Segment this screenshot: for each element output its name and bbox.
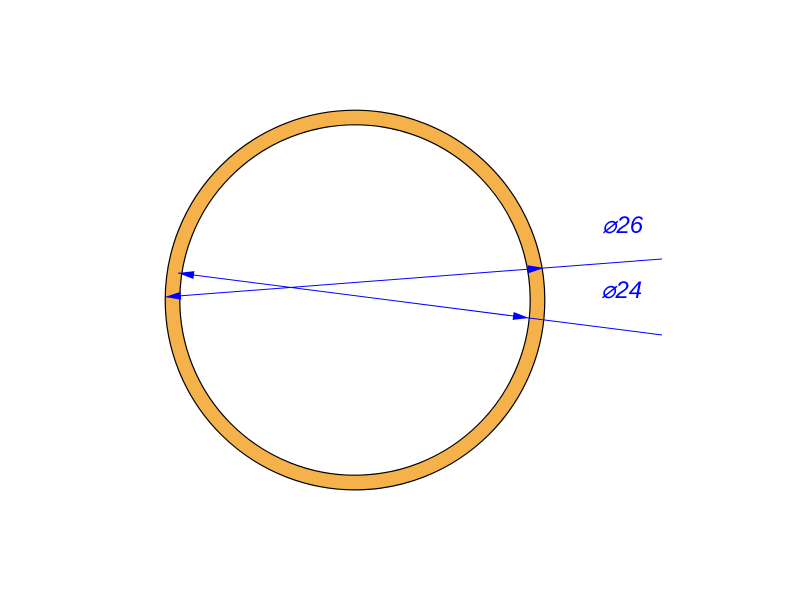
dimension-label-inner: ⌀24 <box>601 277 642 304</box>
dimension-line-inner <box>178 273 662 335</box>
drawing-canvas: ⌀26 ⌀24 <box>0 0 800 600</box>
dimension-label-outer: ⌀26 <box>602 212 644 239</box>
dimension-arrowhead <box>513 312 529 320</box>
ring-cross-section <box>165 110 545 490</box>
dimension-line-outer <box>165 259 662 297</box>
